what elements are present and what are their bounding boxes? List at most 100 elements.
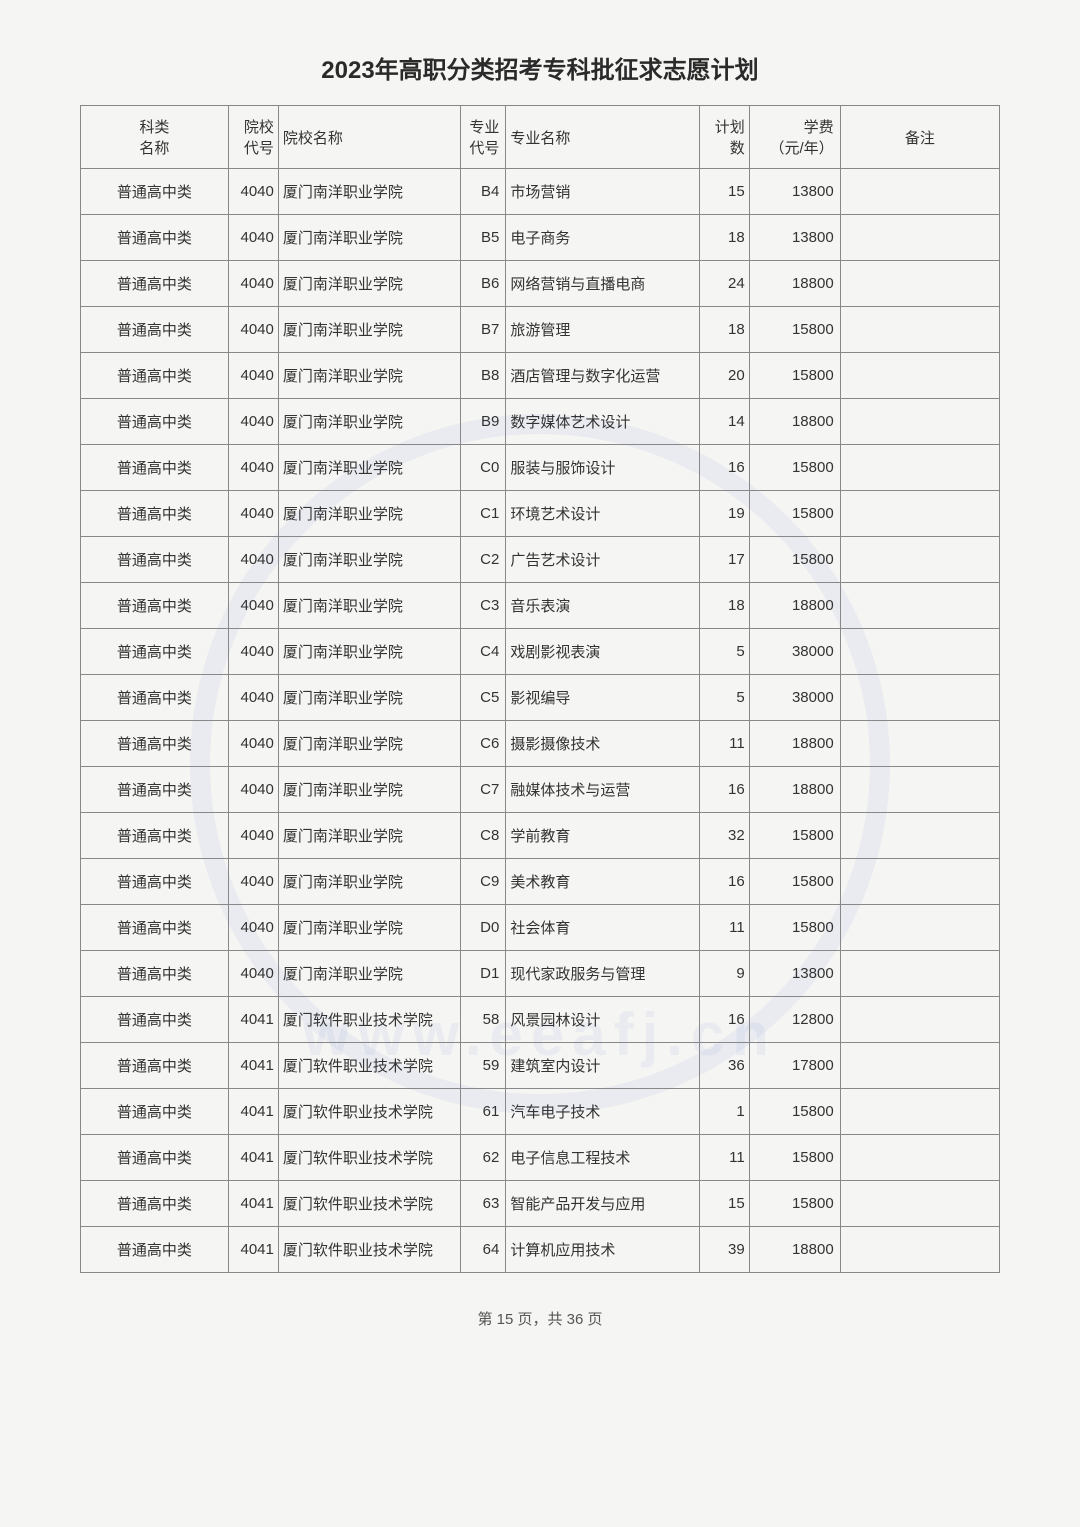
page-footer: 第 15 页，共 36 页 xyxy=(80,1308,1000,1329)
cell-fee: 38000 xyxy=(749,675,840,721)
cell-major_name: 美术教育 xyxy=(506,859,699,905)
cell-fee: 18800 xyxy=(749,399,840,445)
cell-major_code: B7 xyxy=(460,307,505,353)
col-header-school-name: 院校名称 xyxy=(278,106,460,169)
cell-note xyxy=(840,859,999,905)
col-header-category: 科类 名称 xyxy=(81,106,229,169)
cell-school_code: 4040 xyxy=(228,537,278,583)
cell-plan: 5 xyxy=(699,629,749,675)
table-row: 普通高中类4040厦门南洋职业学院C0服装与服饰设计1615800 xyxy=(81,445,1000,491)
table-header-row: 科类 名称 院校 代号 院校名称 专业 代号 专业名称 计划 数 学费 （元/年… xyxy=(81,106,1000,169)
table-row: 普通高中类4040厦门南洋职业学院C1环境艺术设计1915800 xyxy=(81,491,1000,537)
cell-major_code: 59 xyxy=(460,1043,505,1089)
table-row: 普通高中类4041厦门软件职业技术学院59建筑室内设计3617800 xyxy=(81,1043,1000,1089)
cell-major_name: 学前教育 xyxy=(506,813,699,859)
cell-category: 普通高中类 xyxy=(81,307,229,353)
cell-plan: 18 xyxy=(699,307,749,353)
cell-major_name: 广告艺术设计 xyxy=(506,537,699,583)
table-row: 普通高中类4041厦门软件职业技术学院64计算机应用技术3918800 xyxy=(81,1227,1000,1273)
cell-school_name: 厦门南洋职业学院 xyxy=(278,859,460,905)
cell-school_code: 4040 xyxy=(228,813,278,859)
cell-major_name: 酒店管理与数字化运营 xyxy=(506,353,699,399)
page-title: 2023年高职分类招考专科批征求志愿计划 xyxy=(80,50,1000,85)
cell-category: 普通高中类 xyxy=(81,537,229,583)
cell-plan: 15 xyxy=(699,169,749,215)
table-row: 普通高中类4040厦门南洋职业学院B5电子商务1813800 xyxy=(81,215,1000,261)
cell-major_code: B6 xyxy=(460,261,505,307)
cell-school_name: 厦门软件职业技术学院 xyxy=(278,1135,460,1181)
cell-school_code: 4040 xyxy=(228,169,278,215)
cell-school_name: 厦门南洋职业学院 xyxy=(278,399,460,445)
cell-note xyxy=(840,675,999,721)
table-row: 普通高中类4040厦门南洋职业学院B8酒店管理与数字化运营2015800 xyxy=(81,353,1000,399)
cell-school_code: 4041 xyxy=(228,1181,278,1227)
table-row: 普通高中类4041厦门软件职业技术学院61汽车电子技术115800 xyxy=(81,1089,1000,1135)
cell-category: 普通高中类 xyxy=(81,583,229,629)
cell-note xyxy=(840,813,999,859)
cell-school_code: 4041 xyxy=(228,1135,278,1181)
table-row: 普通高中类4040厦门南洋职业学院C7融媒体技术与运营1618800 xyxy=(81,767,1000,813)
cell-school_code: 4040 xyxy=(228,399,278,445)
cell-fee: 13800 xyxy=(749,215,840,261)
cell-major_name: 电子商务 xyxy=(506,215,699,261)
cell-plan: 11 xyxy=(699,721,749,767)
cell-category: 普通高中类 xyxy=(81,445,229,491)
cell-fee: 15800 xyxy=(749,1135,840,1181)
cell-major_code: 64 xyxy=(460,1227,505,1273)
cell-note xyxy=(840,1181,999,1227)
col-header-major-name: 专业名称 xyxy=(506,106,699,169)
cell-major_name: 电子信息工程技术 xyxy=(506,1135,699,1181)
cell-major_code: B5 xyxy=(460,215,505,261)
cell-major_name: 市场营销 xyxy=(506,169,699,215)
cell-category: 普通高中类 xyxy=(81,1227,229,1273)
cell-school_name: 厦门南洋职业学院 xyxy=(278,583,460,629)
cell-plan: 15 xyxy=(699,1181,749,1227)
table-row: 普通高中类4040厦门南洋职业学院B6网络营销与直播电商2418800 xyxy=(81,261,1000,307)
cell-school_name: 厦门南洋职业学院 xyxy=(278,307,460,353)
cell-major_name: 风景园林设计 xyxy=(506,997,699,1043)
cell-category: 普通高中类 xyxy=(81,905,229,951)
cell-school_code: 4041 xyxy=(228,1089,278,1135)
cell-school_code: 4040 xyxy=(228,307,278,353)
cell-category: 普通高中类 xyxy=(81,675,229,721)
cell-note xyxy=(840,1227,999,1273)
cell-school_code: 4040 xyxy=(228,445,278,491)
cell-fee: 15800 xyxy=(749,1089,840,1135)
col-header-school-code: 院校 代号 xyxy=(228,106,278,169)
cell-fee: 18800 xyxy=(749,261,840,307)
cell-school_code: 4041 xyxy=(228,1227,278,1273)
cell-fee: 15800 xyxy=(749,859,840,905)
cell-school_name: 厦门软件职业技术学院 xyxy=(278,1227,460,1273)
cell-category: 普通高中类 xyxy=(81,859,229,905)
cell-note xyxy=(840,261,999,307)
cell-category: 普通高中类 xyxy=(81,353,229,399)
cell-note xyxy=(840,491,999,537)
cell-plan: 9 xyxy=(699,951,749,997)
cell-major_name: 戏剧影视表演 xyxy=(506,629,699,675)
cell-fee: 15800 xyxy=(749,491,840,537)
cell-major_code: C5 xyxy=(460,675,505,721)
table-row: 普通高中类4040厦门南洋职业学院C2广告艺术设计1715800 xyxy=(81,537,1000,583)
cell-fee: 18800 xyxy=(749,1227,840,1273)
cell-plan: 18 xyxy=(699,583,749,629)
cell-category: 普通高中类 xyxy=(81,997,229,1043)
cell-note xyxy=(840,215,999,261)
cell-major_code: D1 xyxy=(460,951,505,997)
cell-note xyxy=(840,997,999,1043)
cell-major_code: 58 xyxy=(460,997,505,1043)
cell-major_name: 服装与服饰设计 xyxy=(506,445,699,491)
cell-fee: 15800 xyxy=(749,445,840,491)
cell-major_code: C2 xyxy=(460,537,505,583)
cell-school_name: 厦门南洋职业学院 xyxy=(278,261,460,307)
cell-major_name: 摄影摄像技术 xyxy=(506,721,699,767)
cell-school_code: 4040 xyxy=(228,629,278,675)
cell-major_code: B4 xyxy=(460,169,505,215)
cell-major_name: 环境艺术设计 xyxy=(506,491,699,537)
table-row: 普通高中类4041厦门软件职业技术学院63智能产品开发与应用1515800 xyxy=(81,1181,1000,1227)
table-row: 普通高中类4040厦门南洋职业学院C8学前教育3215800 xyxy=(81,813,1000,859)
col-header-major-code: 专业 代号 xyxy=(460,106,505,169)
cell-school_name: 厦门软件职业技术学院 xyxy=(278,1181,460,1227)
table-row: 普通高中类4041厦门软件职业技术学院58风景园林设计1612800 xyxy=(81,997,1000,1043)
cell-school_name: 厦门南洋职业学院 xyxy=(278,675,460,721)
cell-category: 普通高中类 xyxy=(81,399,229,445)
